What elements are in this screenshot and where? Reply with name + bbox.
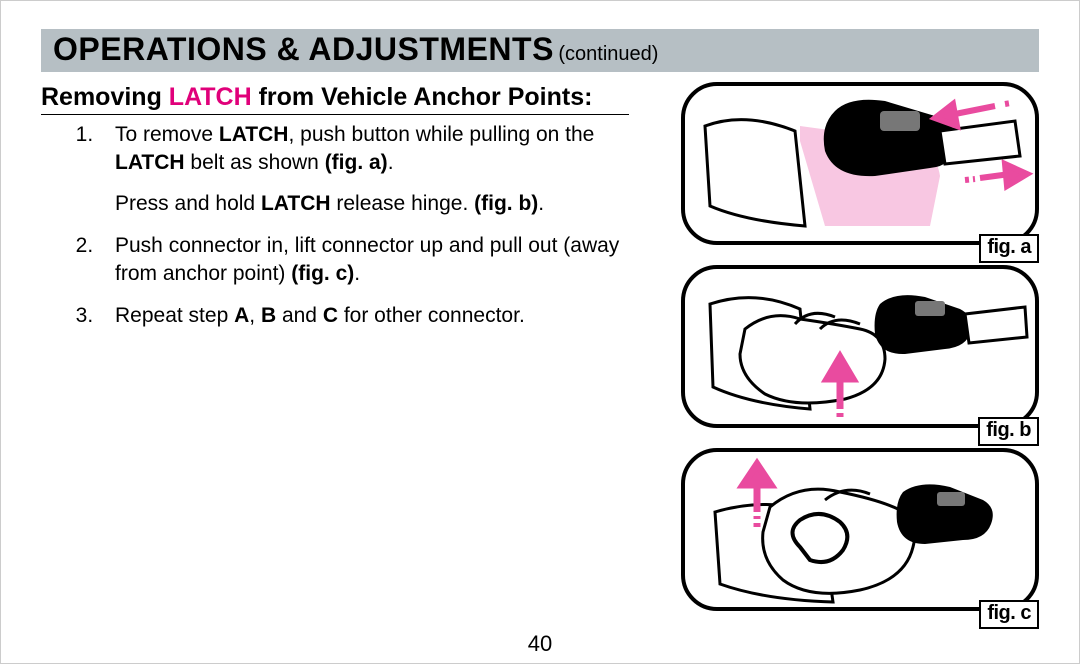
content-columns: Removing LATCH from Vehicle Anchor Point… xyxy=(41,82,1039,622)
figure-c-panel: fig. c xyxy=(681,448,1039,611)
subheading-brand: LATCH xyxy=(169,83,252,111)
step-1: To remove LATCH, push button while pulli… xyxy=(99,121,629,218)
section-header-bar: OPERATIONS & ADJUSTMENTS (continued) xyxy=(41,29,1039,72)
figure-column: fig. a xyxy=(659,82,1039,622)
section-continued: (continued) xyxy=(558,43,658,65)
figure-a-label: fig. a xyxy=(979,234,1039,263)
subheading: Removing LATCH from Vehicle Anchor Point… xyxy=(41,82,629,115)
subheading-post: from Vehicle Anchor Points: xyxy=(252,83,593,111)
step-3: Repeat step A, B and C for other connect… xyxy=(99,302,629,330)
figure-c-illustration xyxy=(685,452,1035,607)
text-column: Removing LATCH from Vehicle Anchor Point… xyxy=(41,82,639,622)
figure-a-illustration xyxy=(685,86,1035,241)
page-number: 40 xyxy=(1,631,1079,657)
section-title: OPERATIONS & ADJUSTMENTS xyxy=(53,31,554,67)
figure-c-label: fig. c xyxy=(979,600,1039,629)
figure-b-label: fig. b xyxy=(978,417,1039,446)
step-list: To remove LATCH, push button while pulli… xyxy=(41,121,629,329)
subheading-pre: Removing xyxy=(41,83,169,111)
figure-b-illustration xyxy=(685,269,1035,424)
manual-page: OPERATIONS & ADJUSTMENTS (continued) Rem… xyxy=(0,0,1080,664)
figure-a-panel: fig. a xyxy=(681,82,1039,245)
step-2: Push connector in, lift connector up and… xyxy=(99,232,629,287)
step-1-sub: Press and hold LATCH release hinge. (fig… xyxy=(115,190,629,218)
figure-b-panel: fig. b xyxy=(681,265,1039,428)
